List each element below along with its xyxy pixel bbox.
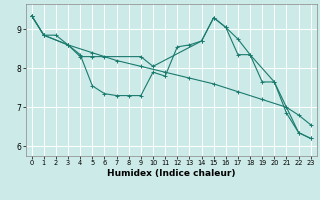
X-axis label: Humidex (Indice chaleur): Humidex (Indice chaleur)	[107, 169, 236, 178]
